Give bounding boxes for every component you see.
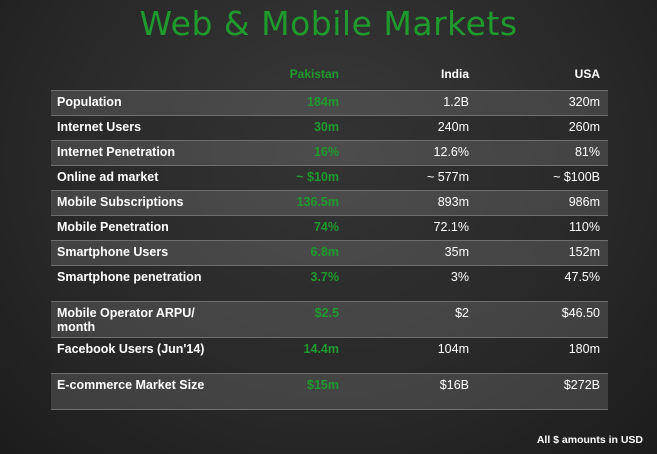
row-label: Population <box>57 94 122 109</box>
table-row: Mobile Operator ARPU/ month $2.5 $2 $46.50 <box>51 301 608 337</box>
header-usa: USA <box>574 66 600 81</box>
row-label: Mobile Operator ARPU/ month <box>57 305 195 334</box>
table-row: Smartphone penetration 3.7% 3% 47.5% <box>51 265 608 301</box>
cell-india: $2 <box>455 305 469 320</box>
cell-usa: 986m <box>568 194 600 209</box>
table-row: E-commerce Market Size $15m $16B $272B <box>51 373 608 410</box>
cell-pakistan: 136.5m <box>296 194 339 209</box>
cell-india: ~ 577m <box>426 169 469 184</box>
row-label: Internet Users <box>57 119 142 134</box>
cell-usa: ~ $100B <box>553 169 600 184</box>
row-label: Mobile Subscriptions <box>57 194 184 209</box>
row-label: E-commerce Market Size <box>51 373 213 410</box>
row-label: Mobile Penetration <box>57 219 169 234</box>
cell-usa: 110% <box>568 219 600 234</box>
cell-pakistan: 74% <box>313 219 339 234</box>
cell-pakistan: 184m <box>307 94 339 109</box>
cell-india: 72.1% <box>433 219 469 234</box>
page-title: Web & Mobile Markets <box>139 4 518 43</box>
cell-usa: 320m <box>568 94 600 109</box>
cell-usa: 81% <box>574 144 600 159</box>
cell-india: 35m <box>444 244 469 259</box>
row-label: Internet Penetration <box>57 144 176 159</box>
cell-pakistan: 3.7% <box>310 269 340 284</box>
header-pakistan: Pakistan <box>289 66 339 81</box>
row-label: Facebook Users (Jun'14) <box>57 341 205 356</box>
table-row: Facebook Users (Jun'14) 14.4m 104m 180m <box>51 337 608 373</box>
row-label: Online ad market <box>57 169 159 184</box>
cell-pakistan: 6.8m <box>310 244 340 259</box>
markets-table: Pakistan India USA Population 184m 1.2B 320… <box>51 58 608 410</box>
cell-india: 3% <box>450 269 469 284</box>
table-row: Population 184m 1.2B 320m <box>51 90 608 115</box>
cell-pakistan: ~ $10m <box>296 169 339 184</box>
cell-pakistan: 30m <box>313 119 339 134</box>
cell-india: 12.6% <box>433 144 469 159</box>
cell-india: $16B <box>339 373 469 410</box>
row-label: Smartphone penetration <box>57 269 202 284</box>
header-india: India <box>440 66 469 81</box>
cell-usa: $272B <box>469 373 608 410</box>
cell-usa: 152m <box>568 244 600 259</box>
table-row: Mobile Subscriptions 136.5m 893m 986m <box>51 190 608 215</box>
cell-pakistan: 16% <box>313 144 339 159</box>
table-row: Internet Users 30m 240m 260m <box>51 115 608 140</box>
table-body: Population 184m 1.2B 320m Internet Users 30m 2… <box>51 90 608 410</box>
cell-india: 893m <box>437 194 469 209</box>
cell-india: 240m <box>437 119 469 134</box>
cell-usa: 180m <box>568 341 600 356</box>
table-row: Online ad market ~ $10m ~ 577m ~ $100B <box>51 165 608 190</box>
cell-usa: 47.5% <box>564 269 600 284</box>
header-blank <box>51 58 213 90</box>
cell-india: 104m <box>437 341 469 356</box>
cell-usa: 260m <box>568 119 600 134</box>
cell-india: 1.2B <box>443 94 469 109</box>
row-label: Smartphone Users <box>57 244 169 259</box>
cell-usa: $46.50 <box>561 305 600 320</box>
table-row: Smartphone Users 6.8m 35m 152m <box>51 240 608 265</box>
table-row: Internet Penetration 16% 12.6% 81% <box>51 140 608 165</box>
footnote: All $ amounts in USD <box>536 434 643 446</box>
cell-pakistan: $15m <box>213 373 339 410</box>
table-row: Mobile Penetration 74% 72.1% 110% <box>51 215 608 240</box>
cell-pakistan: $2.5 <box>314 305 339 320</box>
table-header-row: Pakistan India USA <box>51 58 608 90</box>
cell-pakistan: 14.4m <box>303 341 339 356</box>
